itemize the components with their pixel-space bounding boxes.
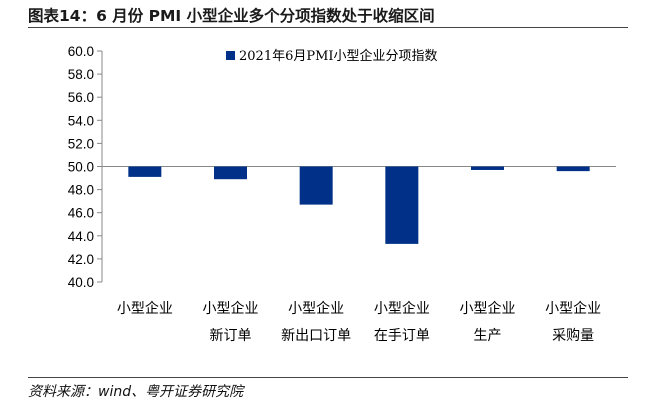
y-tick-label: 50.0: [68, 160, 94, 175]
bar-5: [471, 166, 504, 170]
top-rule: [28, 27, 628, 28]
y-tick-label: 54.0: [68, 113, 94, 128]
y-tick-label: 52.0: [68, 136, 94, 151]
category-label: 小型企业: [288, 300, 344, 317]
bar-6: [556, 166, 590, 172]
bar-2: [214, 166, 247, 180]
y-tick-label: 48.0: [68, 183, 94, 198]
y-tick-label: 46.0: [68, 206, 94, 221]
category-label: 小型企业: [545, 300, 601, 317]
figure-title: 图表14：6 月份 PMI 小型企业多个分项指数处于收缩区间: [28, 7, 435, 25]
bars: [128, 166, 590, 244]
y-tick-label: 42.0: [68, 252, 94, 267]
category-label: 小型企业: [117, 300, 173, 317]
bar-3: [299, 166, 333, 205]
category-label: 新出口订单: [281, 328, 351, 344]
category-label: 在手订单: [374, 328, 430, 344]
legend: 2021年6月PMI小型企业分项指数: [226, 48, 438, 64]
legend-label: 2021年6月PMI小型企业分项指数: [239, 48, 438, 64]
y-tick-label: 44.0: [68, 229, 94, 244]
source-note: 资料来源：wind、粤开证券研究院: [28, 384, 244, 400]
category-label: 采购量: [552, 328, 594, 344]
category-label: 小型企业: [460, 300, 516, 317]
category-label: 新订单: [210, 328, 252, 344]
y-tick-label: 40.0: [68, 275, 94, 290]
y-tick-label: 58.0: [68, 67, 94, 82]
bar-1: [128, 166, 162, 177]
y-tick-label: 60.0: [68, 44, 94, 59]
legend-swatch: [226, 51, 235, 60]
y-axis: 60.0 58.0 56.0 54.0 52.0 50.0 48.0 46.0 44.0 42.0…: [68, 44, 103, 290]
bottom-rule: [28, 377, 628, 378]
category-label: 生产: [474, 328, 502, 344]
y-tick-label: 56.0: [68, 90, 94, 105]
category-label: 小型企业: [203, 300, 259, 317]
category-label: 小型企业: [374, 300, 430, 317]
bar-4: [385, 166, 419, 244]
